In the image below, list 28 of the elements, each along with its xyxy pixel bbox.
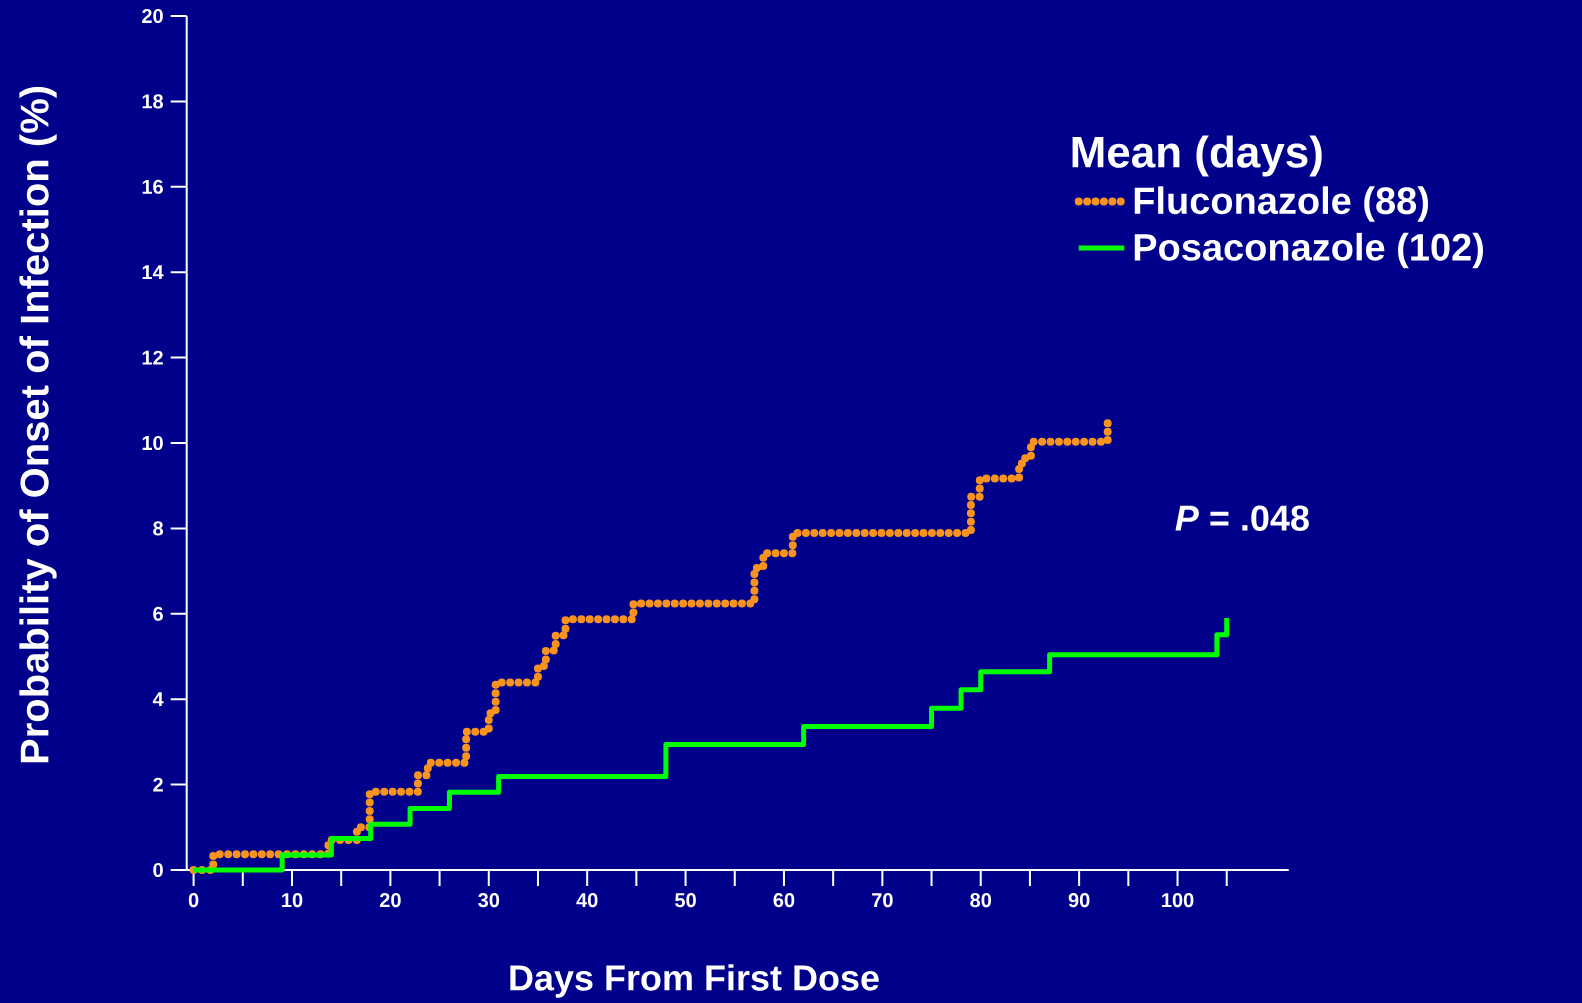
x-tick-label: 90 — [1068, 893, 1090, 908]
y-tick-label: 2 — [153, 777, 163, 792]
y-tick-label: 0 — [153, 862, 163, 878]
y-tick-label: 8 — [153, 521, 164, 536]
y-tick-label: 6 — [153, 606, 163, 621]
x-tick-label: 60 — [773, 893, 795, 908]
legend-title: Mean (days) — [1072, 135, 1322, 177]
annotation: P = .048 — [1175, 505, 1309, 531]
y-tick-label: 18 — [142, 94, 164, 109]
y-tick-label: 16 — [142, 179, 163, 194]
legend-label: Posaconazole (102) — [1134, 232, 1483, 269]
x-axis-title: Days From First Dose — [510, 964, 879, 998]
x-tick-label: 100 — [1162, 893, 1194, 908]
y-tick-label: 10 — [142, 435, 163, 451]
x-tick-label: 20 — [379, 893, 401, 908]
x-tick-label: 40 — [576, 893, 598, 908]
y-tick-label: 12 — [142, 350, 163, 365]
y-tick-label: 20 — [142, 8, 163, 24]
x-tick-label: 80 — [970, 893, 992, 908]
y-tick-label: 4 — [152, 692, 164, 707]
x-tick-label: 10 — [282, 893, 303, 908]
x-tick-label: 0 — [188, 893, 199, 908]
x-tick-label: 30 — [478, 893, 500, 908]
x-tick-label: 50 — [675, 893, 696, 908]
y-tick-label: 14 — [142, 265, 164, 280]
legend-label: Fluconazole (88) — [1134, 186, 1429, 222]
x-tick-label: 70 — [872, 893, 893, 908]
y-axis-title: Probability of Onset of Infection (%) — [19, 86, 57, 763]
